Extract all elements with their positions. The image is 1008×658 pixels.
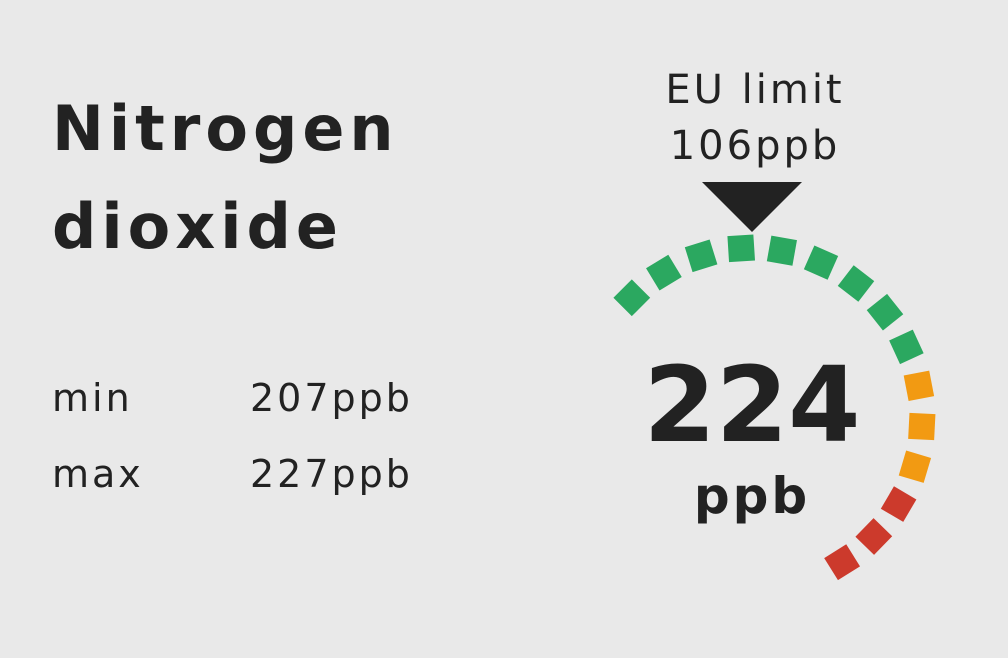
gauge-segment-good — [766, 235, 797, 266]
min-value: 207ppb — [250, 376, 413, 420]
gauge-segment-moderate — [908, 412, 936, 441]
pollutant-title: Nitrogen dioxide — [52, 80, 399, 276]
max-label: max — [52, 452, 144, 496]
gauge-segment-good — [613, 279, 651, 317]
current-reading-value: 224 — [643, 344, 861, 466]
gauge-segment-good — [803, 245, 839, 280]
min-stat: min 207ppb — [52, 376, 472, 426]
gauge-segment-bad — [855, 518, 893, 555]
eu-limit-title: EU limit — [665, 67, 845, 113]
gauge-segment-good — [866, 293, 904, 331]
eu-limit-label: EU limit 106ppb — [620, 62, 890, 174]
max-value: 227ppb — [250, 452, 413, 496]
gauge-segment-bad — [824, 544, 861, 581]
gauge-segment-good — [889, 329, 924, 365]
pollutant-title-line1: Nitrogen — [52, 92, 399, 165]
gauge-segment-good — [727, 234, 755, 263]
gauge-segment-good — [646, 254, 682, 291]
gauge-segment-good — [684, 239, 718, 273]
max-stat: max 227ppb — [52, 452, 472, 502]
gauge-segment-moderate — [903, 370, 935, 402]
triangle-down-icon — [702, 182, 802, 232]
eu-limit-value: 106ppb — [669, 123, 841, 169]
pollutant-title-line2: dioxide — [52, 190, 343, 263]
current-reading-unit: ppb — [693, 467, 811, 525]
gauge-segment-bad — [880, 486, 917, 522]
gauge-segment-moderate — [898, 450, 932, 483]
gauge-segment-good — [837, 265, 875, 302]
min-label: min — [52, 376, 133, 420]
